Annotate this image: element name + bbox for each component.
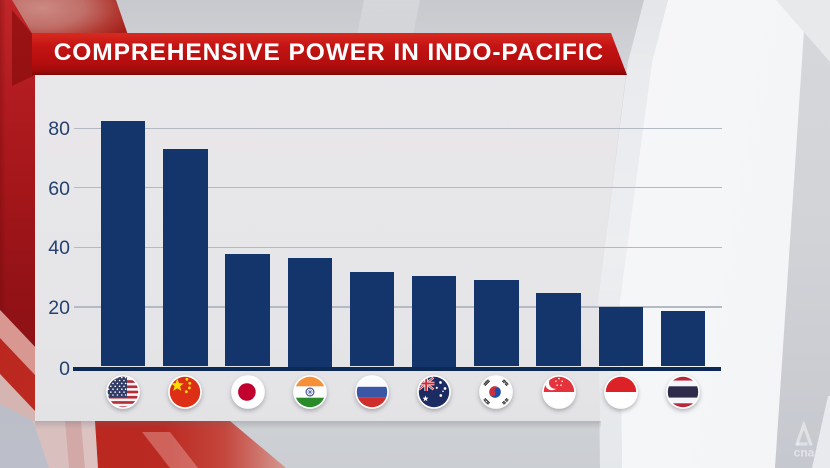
svg-text:cna: cna [794, 446, 815, 460]
